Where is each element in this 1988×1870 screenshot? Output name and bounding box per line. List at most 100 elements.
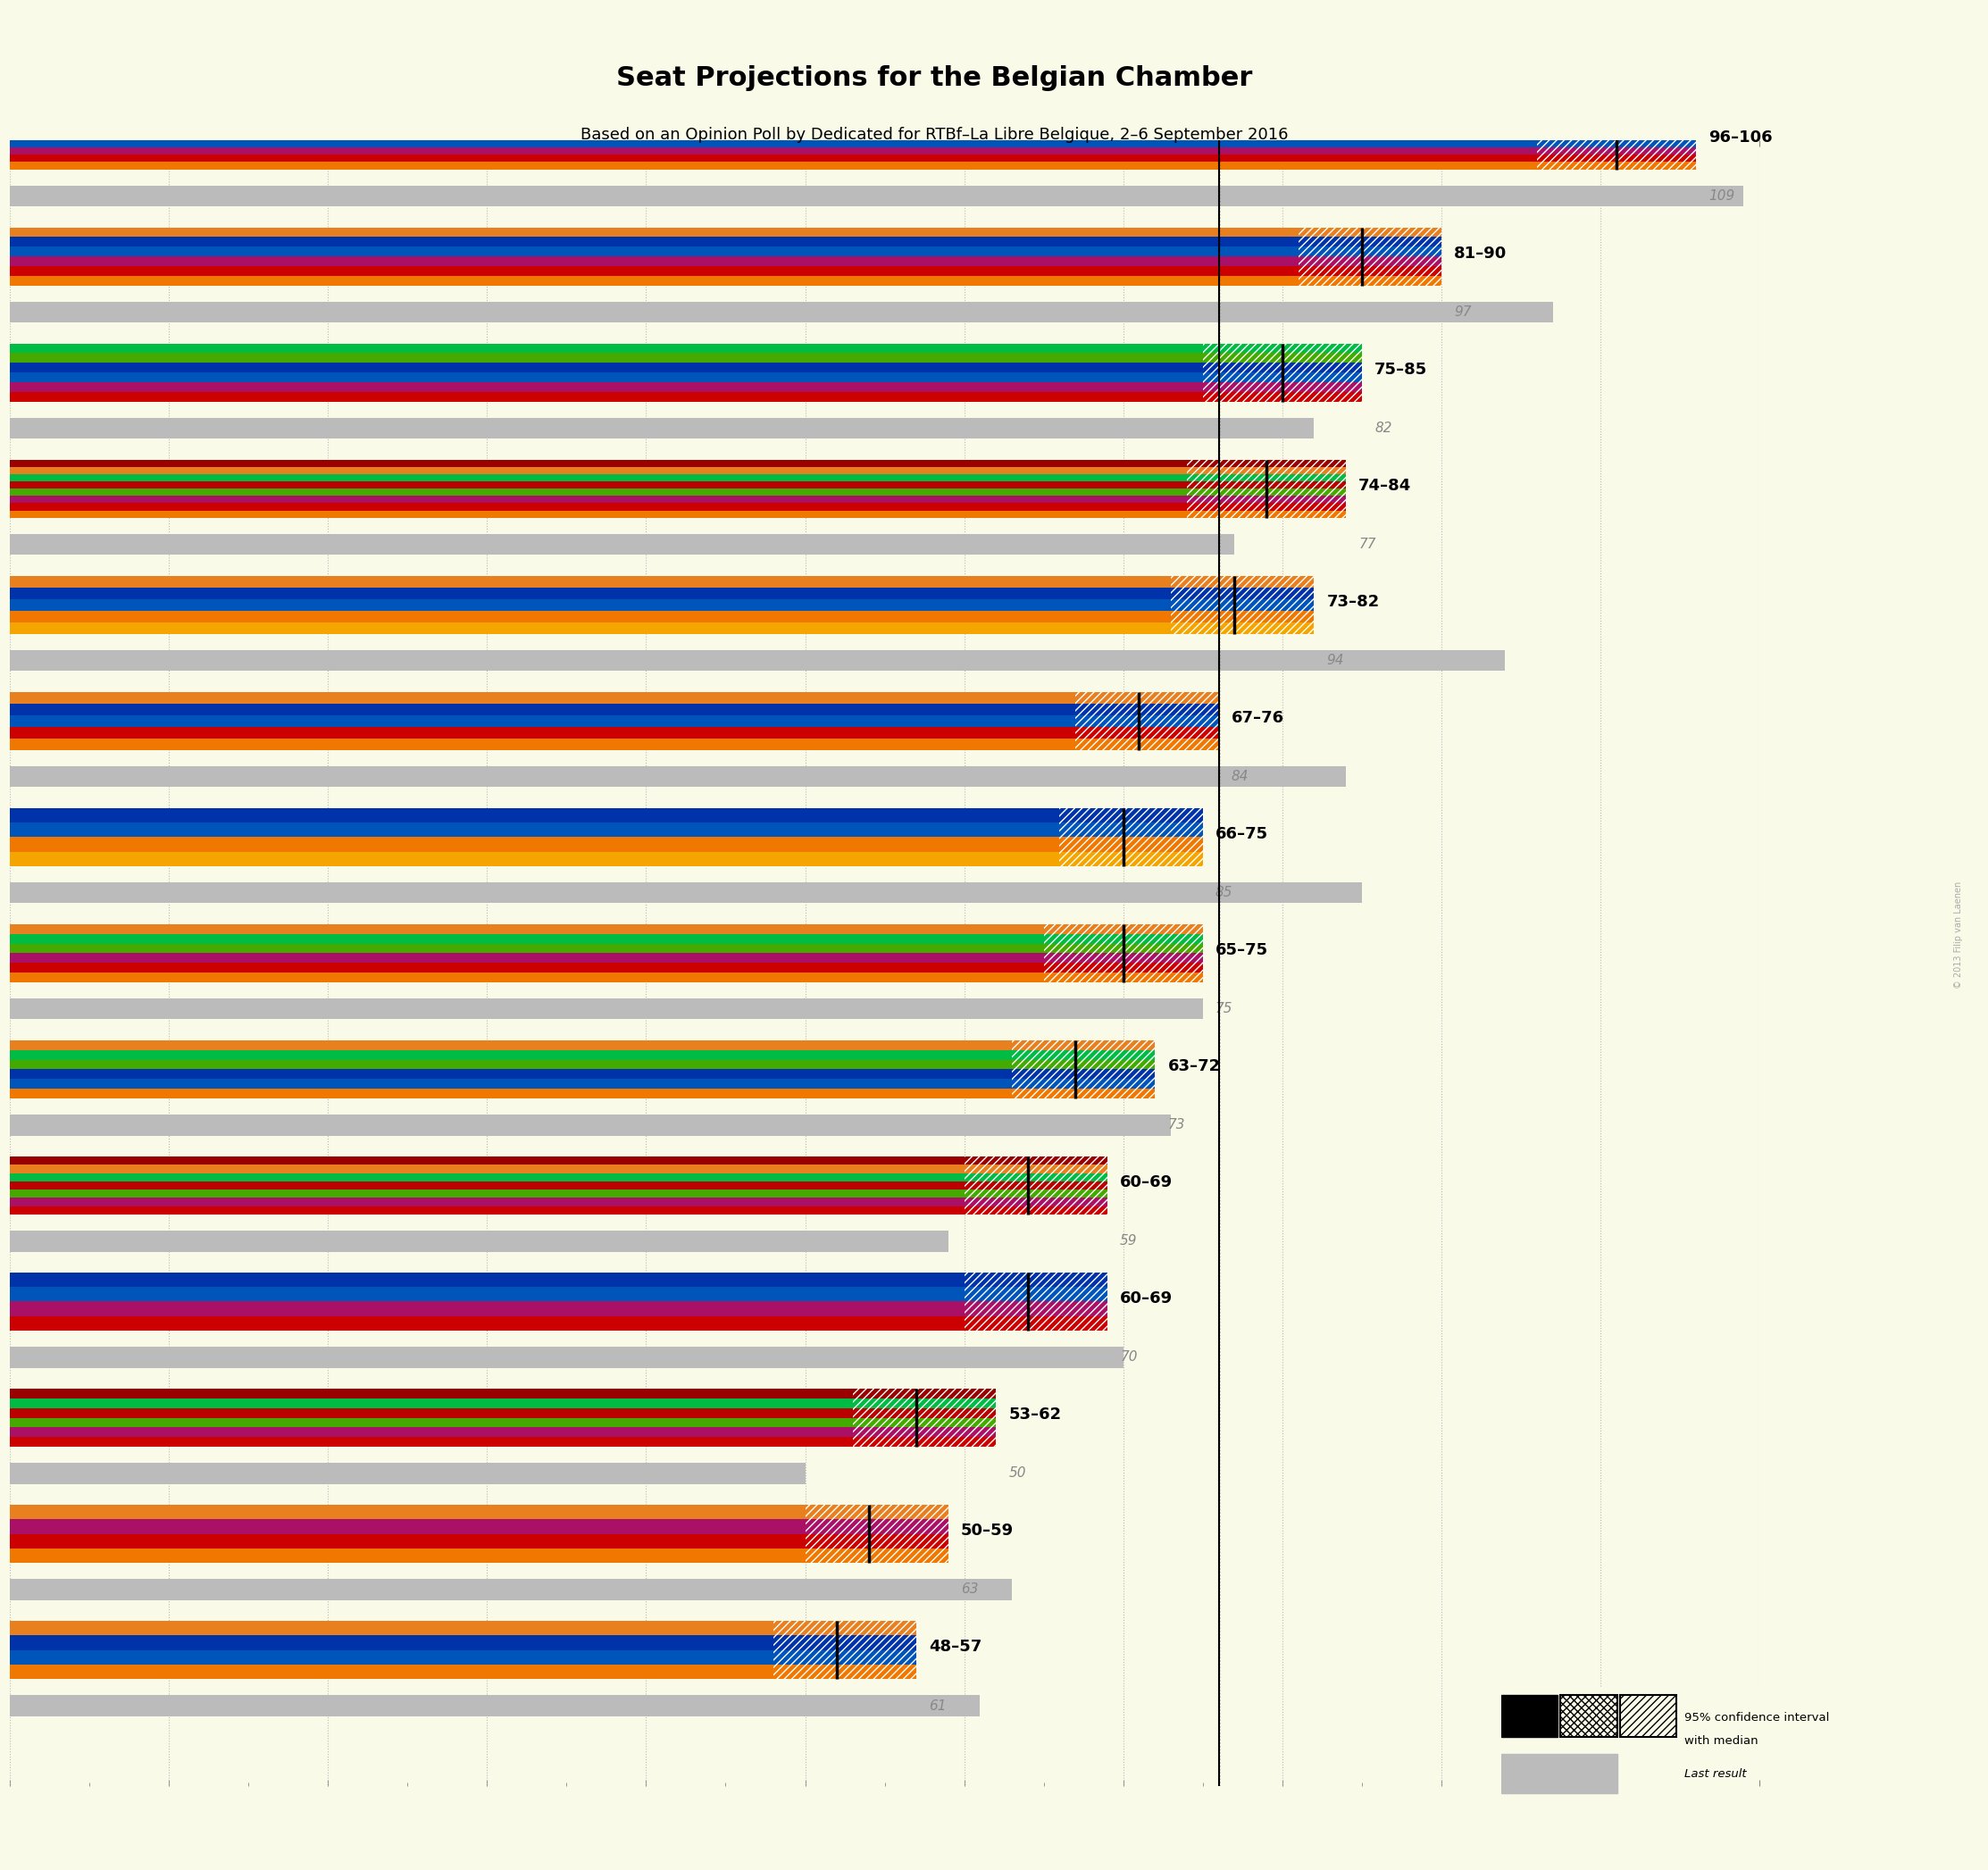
- Bar: [10, 1518, 948, 1533]
- Bar: [1203, 344, 1362, 402]
- Bar: [10, 503, 1346, 511]
- Text: 59: 59: [1119, 1234, 1137, 1247]
- Bar: [10, 823, 1203, 838]
- Text: 65–75: 65–75: [1215, 942, 1268, 957]
- Bar: [10, 133, 1696, 140]
- Bar: [10, 623, 1314, 634]
- Bar: [10, 1230, 948, 1251]
- Text: 48–57: 48–57: [928, 1638, 982, 1655]
- Bar: [10, 247, 1441, 256]
- Text: Last result: Last result: [1684, 1769, 1747, 1780]
- Text: 63–72: 63–72: [1167, 1058, 1221, 1075]
- Bar: [10, 1346, 1123, 1367]
- Text: 66–75: 66–75: [1215, 827, 1268, 842]
- Bar: [1620, 1694, 1676, 1737]
- Bar: [10, 511, 1346, 518]
- Text: 95% confidence interval: 95% confidence interval: [1684, 1713, 1829, 1724]
- Text: 73: 73: [1167, 1118, 1185, 1131]
- Bar: [10, 1040, 1155, 1049]
- Text: 50: 50: [1008, 1466, 1026, 1481]
- Bar: [10, 714, 1219, 727]
- Bar: [1298, 228, 1441, 286]
- Text: Seat Projections for the Belgian Chamber: Seat Projections for the Belgian Chamber: [616, 65, 1252, 92]
- Bar: [10, 381, 1362, 393]
- Bar: [10, 393, 1362, 402]
- Bar: [10, 535, 1235, 555]
- Bar: [10, 1399, 996, 1408]
- Bar: [10, 924, 1203, 933]
- Bar: [10, 475, 1346, 481]
- Bar: [964, 1273, 1107, 1331]
- Bar: [10, 237, 1441, 247]
- Bar: [10, 301, 1553, 324]
- Bar: [10, 148, 1696, 155]
- Bar: [10, 851, 1203, 866]
- Bar: [10, 611, 1314, 623]
- Bar: [10, 481, 1346, 488]
- Bar: [10, 727, 1219, 739]
- Bar: [10, 808, 1203, 823]
- Bar: [10, 1088, 1155, 1098]
- Bar: [10, 1302, 1107, 1316]
- Text: 60–69: 60–69: [1119, 1174, 1173, 1191]
- Bar: [10, 838, 1203, 851]
- Bar: [10, 185, 1743, 206]
- Text: © 2013 Filip van Laenen: © 2013 Filip van Laenen: [1954, 881, 1962, 989]
- Bar: [10, 963, 1203, 972]
- Bar: [10, 125, 1696, 133]
- Bar: [10, 344, 1362, 353]
- Bar: [853, 1389, 996, 1447]
- Text: 50–59: 50–59: [960, 1522, 1014, 1539]
- Bar: [10, 353, 1362, 363]
- Text: 109: 109: [1708, 189, 1736, 202]
- Text: 70: 70: [1119, 1350, 1137, 1363]
- Text: Based on an Opinion Poll by Dedicated for RTBf–La Libre Belgique, 2–6 September : Based on an Opinion Poll by Dedicated fo…: [580, 127, 1288, 144]
- Bar: [10, 496, 1346, 503]
- Bar: [10, 972, 1203, 982]
- Bar: [10, 1427, 996, 1436]
- Bar: [10, 460, 1346, 468]
- Bar: [10, 954, 1203, 963]
- Text: 85: 85: [1215, 886, 1233, 899]
- Text: 75–85: 75–85: [1374, 361, 1427, 378]
- Bar: [10, 1389, 996, 1399]
- Bar: [10, 110, 1696, 118]
- Bar: [10, 140, 1696, 148]
- Text: 53–62: 53–62: [1008, 1406, 1062, 1423]
- Text: 81–90: 81–90: [1453, 245, 1507, 262]
- Bar: [10, 1206, 1107, 1214]
- Bar: [964, 1156, 1107, 1214]
- Bar: [10, 488, 1346, 496]
- Bar: [1076, 692, 1219, 750]
- Bar: [10, 1462, 805, 1485]
- Bar: [10, 1436, 996, 1447]
- Text: 97: 97: [1453, 305, 1471, 318]
- Bar: [10, 1649, 916, 1664]
- Bar: [10, 1156, 1107, 1165]
- Bar: [1044, 924, 1203, 982]
- Bar: [10, 363, 1362, 372]
- Bar: [10, 256, 1441, 266]
- Bar: [10, 118, 1696, 125]
- Bar: [10, 372, 1362, 381]
- Text: 74–84: 74–84: [1358, 477, 1411, 494]
- Bar: [10, 883, 1362, 903]
- Bar: [10, 1664, 916, 1679]
- Bar: [1537, 110, 1696, 170]
- Text: 75: 75: [1215, 1002, 1233, 1015]
- Bar: [10, 1172, 1107, 1182]
- Bar: [10, 468, 1346, 475]
- Text: 77: 77: [1358, 539, 1376, 552]
- Bar: [10, 1417, 996, 1427]
- Bar: [773, 1621, 916, 1679]
- Bar: [10, 1079, 1155, 1088]
- Bar: [1501, 1694, 1559, 1737]
- Bar: [10, 1165, 1107, 1172]
- Bar: [10, 1578, 1012, 1601]
- Bar: [10, 933, 1203, 944]
- Bar: [1012, 1040, 1155, 1098]
- Bar: [10, 1533, 948, 1548]
- Bar: [1561, 1694, 1618, 1737]
- Bar: [10, 1548, 948, 1563]
- Bar: [10, 1287, 1107, 1302]
